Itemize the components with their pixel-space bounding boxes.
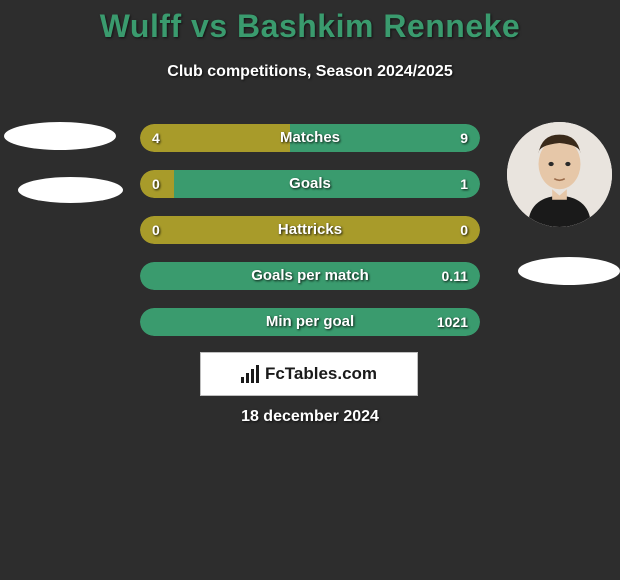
stat-value-right: 9: [460, 124, 468, 152]
avatar-icon: [507, 122, 612, 227]
stat-row: Hattricks0 0: [140, 216, 480, 244]
stat-value-left: 0: [152, 216, 160, 244]
stat-label: Goals: [140, 170, 480, 198]
decor-oval-right-1: [518, 257, 620, 285]
bar-chart-icon: [241, 365, 259, 383]
stat-row: Min per goal1021: [140, 308, 480, 336]
stat-value-left: 4: [152, 124, 160, 152]
stat-row: Goals0 1: [140, 170, 480, 198]
stat-label: Hattricks: [140, 216, 480, 244]
brand-text: FcTables.com: [265, 364, 377, 384]
stat-value-right: 1021: [437, 308, 468, 336]
stat-row: Goals per match0.11: [140, 262, 480, 290]
stats-container: Matches49Goals01Hattricks00Goals per mat…: [140, 124, 480, 354]
decor-oval-left-1: [4, 122, 116, 150]
stat-value-right: 1: [460, 170, 468, 198]
stat-label: Goals per match: [140, 262, 480, 290]
decor-oval-left-2: [18, 177, 123, 203]
footer-badge[interactable]: FcTables.com: [200, 352, 418, 396]
stat-value-left: 0: [152, 170, 160, 198]
stat-value-right: 0: [460, 216, 468, 244]
page-title: Wulff vs Bashkim Renneke: [0, 0, 620, 45]
footer-date: 18 december 2024: [0, 408, 620, 426]
player-right-avatar: [507, 122, 612, 227]
subtitle: Club competitions, Season 2024/2025: [0, 63, 620, 81]
stat-row: Matches4 9: [140, 124, 480, 152]
stat-value-right: 0.11: [442, 262, 468, 290]
stat-label: Min per goal: [140, 308, 480, 336]
stat-label: Matches: [140, 124, 480, 152]
